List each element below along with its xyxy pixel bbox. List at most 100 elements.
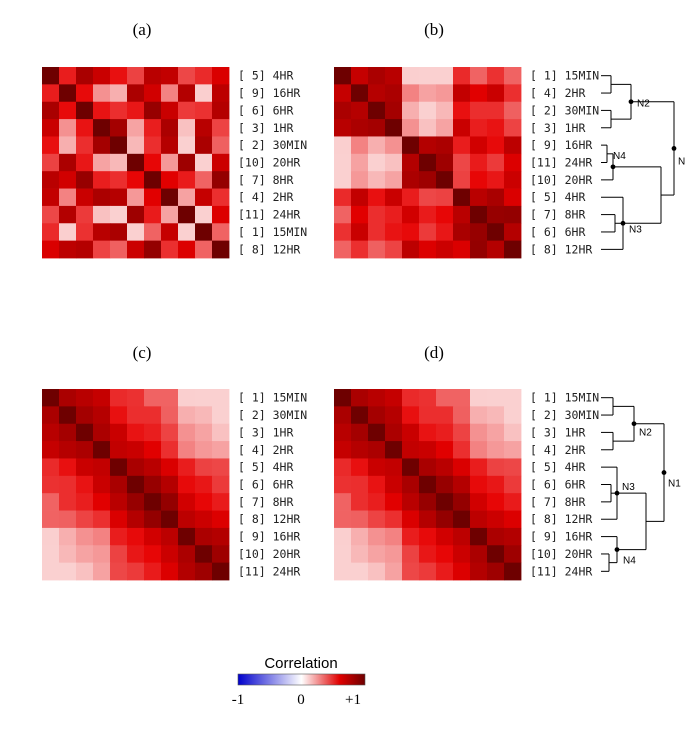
heatmap-cell [487,441,505,459]
heatmap-cell [351,527,369,546]
heatmap-cell [110,527,128,546]
heatmap-cell [127,119,145,137]
heatmap-cell [470,389,488,407]
heatmap-cell [127,101,145,120]
heatmap-cell [385,223,403,242]
heatmap-cell [487,101,505,120]
heatmap-cell [110,510,128,529]
heatmap-cell [110,423,128,442]
heatmap-cell [110,84,128,103]
heatmap-cell [42,475,60,494]
heatmap-cell [76,562,94,581]
heatmap-cell [59,510,77,529]
heatmap-cell [195,423,213,442]
heatmap-cell [368,101,386,120]
row-labels: [ 1] 15MIN [ 2] 30MIN [ 3] 1HR [ 4] 2HR [ 5]… [530,391,599,579]
heatmap-cell [178,119,196,137]
heatmap-cell [453,406,471,425]
heatmap-cell [144,423,162,442]
row-label: [ 5] 4HR [238,460,293,474]
dendrogram-node [661,470,667,475]
heatmap-cell [385,84,403,103]
heatmap-cell [334,205,352,224]
row-label: [ 2] 30MIN [238,138,307,152]
heatmap-cell [127,136,145,155]
heatmap-cell [385,423,403,442]
row-label: [10] 20HR [238,547,300,561]
heatmap-cell [487,475,505,494]
heatmap-cell [59,458,77,477]
heatmap-cell [402,101,420,120]
heatmap-cell [436,527,454,546]
heatmap-cell [419,171,437,189]
row-labels: [ 1] 15MIN [ 4] 2HR [ 2] 30MIN [ 3] 1HR [ 9]… [530,69,599,257]
heatmap-cell [161,153,179,172]
heatmap-cell [93,527,111,546]
heatmap-cell [334,171,352,189]
dendrogram-node-label: N1 [678,156,685,167]
heatmap-cell [76,545,94,564]
heatmap-cell [144,441,162,459]
heatmap-cell [110,101,128,120]
heatmap-cell [351,406,369,425]
heatmap-cell [334,240,352,259]
heatmap-cell [76,205,94,224]
heatmap-cell [334,527,352,546]
heatmap-cell [76,101,94,120]
heatmap-cell [59,475,77,494]
heatmap-cell [453,223,471,242]
heatmap-cell [487,205,505,224]
heatmap-cell [59,527,77,546]
heatmap-cell [453,510,471,529]
heatmap-cell [487,545,505,564]
heatmap-cell [42,188,60,207]
row-label: [11] 24HR [238,208,300,222]
heatmap-cell [419,510,437,529]
heatmap-cell [436,562,454,581]
heatmap-cell [178,389,196,407]
heatmap-cell [212,475,230,494]
heatmap-cell [453,171,471,189]
heatmap-cell [419,153,437,172]
heatmap-cell [144,101,162,120]
heatmap-cell [334,545,352,564]
row-label: [ 6] 6HR [530,478,585,492]
heatmap-cell [504,119,522,137]
row-label: [ 9] 16HR [238,86,300,100]
heatmap-cells [334,67,522,259]
heatmap-cell [42,136,60,155]
heatmap-cell [402,406,420,425]
heatmap-cell [385,136,403,155]
heatmap-cell [110,545,128,564]
heatmap-cell [161,84,179,103]
heatmap-cell [351,101,369,120]
heatmap-cell [178,67,196,85]
heatmap-cell [402,441,420,459]
heatmap-cell [195,406,213,425]
heatmap-cell [419,136,437,155]
row-label: [ 4] 2HR [530,86,585,100]
heatmap-cell [402,223,420,242]
heatmap-cell [351,545,369,564]
heatmap-cell [504,223,522,242]
heatmap-cell [385,458,403,477]
heatmap-cell [212,510,230,529]
heatmap-cell [334,441,352,459]
heatmap-cell [93,389,111,407]
heatmap-cell [504,493,522,511]
heatmap-cell [453,493,471,511]
heatmap-cell [110,240,128,259]
heatmap-cell [470,188,488,207]
heatmap-cell [385,389,403,407]
heatmap-cell [436,119,454,137]
heatmap-cell [436,223,454,242]
row-label: [ 4] 2HR [530,443,585,457]
heatmap-cell [212,223,230,242]
heatmap-cell [178,423,196,442]
heatmap-cell [436,475,454,494]
heatmap-cell [93,458,111,477]
heatmap-cell [110,493,128,511]
heatmap-cell [368,423,386,442]
heatmap-cell [470,240,488,259]
heatmap-cell [144,527,162,546]
